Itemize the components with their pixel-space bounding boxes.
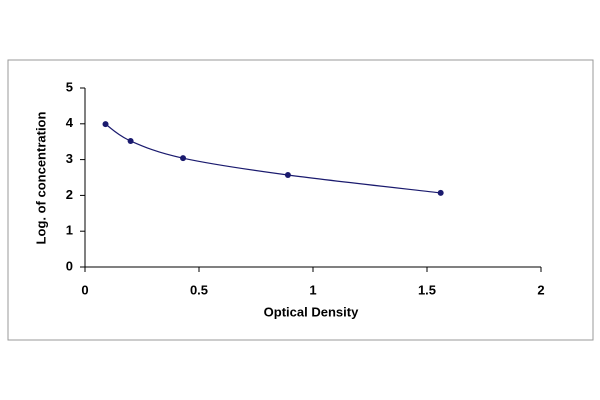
fit-curve [105,123,441,194]
chart-frame [7,59,594,341]
x-tick-label: 0.5 [190,282,208,297]
y-tick-label: 4 [66,115,74,130]
y-tick-label: 0 [66,258,73,273]
y-tick-label: 2 [66,187,73,202]
x-tick-label: 0 [81,282,88,297]
data-point [284,171,291,178]
y-axis-label: Log. of concentration [33,112,48,245]
data-point [180,155,187,162]
x-tick-label: 1 [309,282,316,297]
x-tick-label: 1.5 [418,282,436,297]
y-tick-label: 3 [66,151,73,166]
x-axis-label: Optical Density [264,304,359,319]
y-tick-label: 5 [66,79,73,94]
x-tick-label: 2 [537,282,544,297]
data-point [437,189,444,196]
y-tick-label: 1 [66,223,73,238]
data-point [102,121,109,128]
data-point [127,137,134,144]
